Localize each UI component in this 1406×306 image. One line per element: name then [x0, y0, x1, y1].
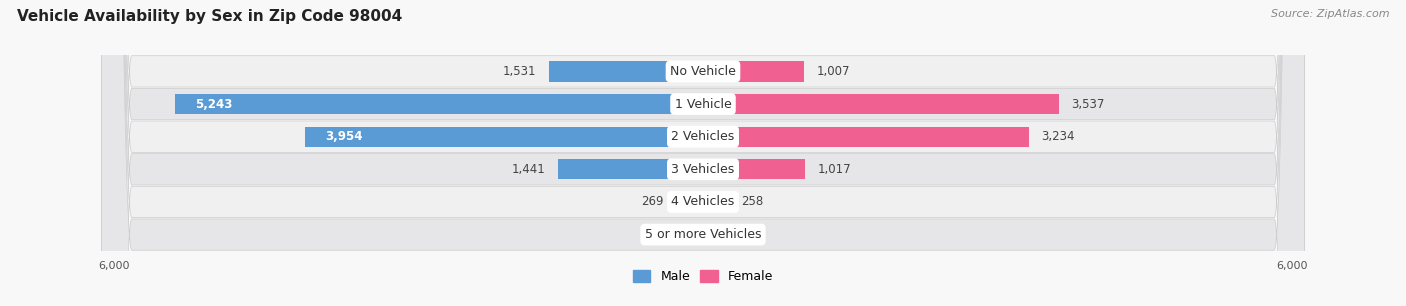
Text: 3,537: 3,537	[1071, 98, 1105, 110]
Bar	[703, 159, 806, 179]
Text: 6,000: 6,000	[98, 261, 129, 271]
Bar	[703, 94, 1059, 114]
Text: 5 or more Vehicles: 5 or more Vehicles	[645, 228, 761, 241]
Bar	[558, 159, 703, 179]
Text: 1,007: 1,007	[817, 65, 851, 78]
Bar	[548, 61, 703, 81]
Text: 122: 122	[727, 228, 749, 241]
Text: 3,234: 3,234	[1040, 130, 1074, 143]
Text: No Vehicle: No Vehicle	[671, 65, 735, 78]
FancyBboxPatch shape	[101, 0, 1305, 306]
Text: 1,017: 1,017	[817, 163, 851, 176]
FancyBboxPatch shape	[101, 0, 1305, 306]
Bar	[676, 192, 703, 212]
Bar	[174, 94, 703, 114]
FancyBboxPatch shape	[101, 0, 1305, 306]
Text: 1 Vehicle: 1 Vehicle	[675, 98, 731, 110]
Text: 5,243: 5,243	[195, 98, 232, 110]
Text: 1,531: 1,531	[503, 65, 537, 78]
Bar	[703, 61, 804, 81]
Text: 269: 269	[641, 196, 664, 208]
Bar	[703, 127, 1029, 147]
Bar	[703, 225, 716, 245]
Text: 3,954: 3,954	[325, 130, 363, 143]
Text: 4 Vehicles: 4 Vehicles	[672, 196, 734, 208]
FancyBboxPatch shape	[101, 0, 1305, 306]
FancyBboxPatch shape	[101, 0, 1305, 306]
Text: Vehicle Availability by Sex in Zip Code 98004: Vehicle Availability by Sex in Zip Code …	[17, 9, 402, 24]
Legend: Male, Female: Male, Female	[628, 264, 778, 288]
Text: Source: ZipAtlas.com: Source: ZipAtlas.com	[1271, 9, 1389, 19]
Text: 2 Vehicles: 2 Vehicles	[672, 130, 734, 143]
FancyBboxPatch shape	[101, 0, 1305, 306]
Bar	[305, 127, 703, 147]
Bar	[703, 192, 728, 212]
Text: 203: 203	[648, 228, 671, 241]
Text: 258: 258	[741, 196, 763, 208]
Text: 3 Vehicles: 3 Vehicles	[672, 163, 734, 176]
Text: 1,441: 1,441	[512, 163, 546, 176]
Bar	[682, 225, 703, 245]
Text: 6,000: 6,000	[1277, 261, 1308, 271]
